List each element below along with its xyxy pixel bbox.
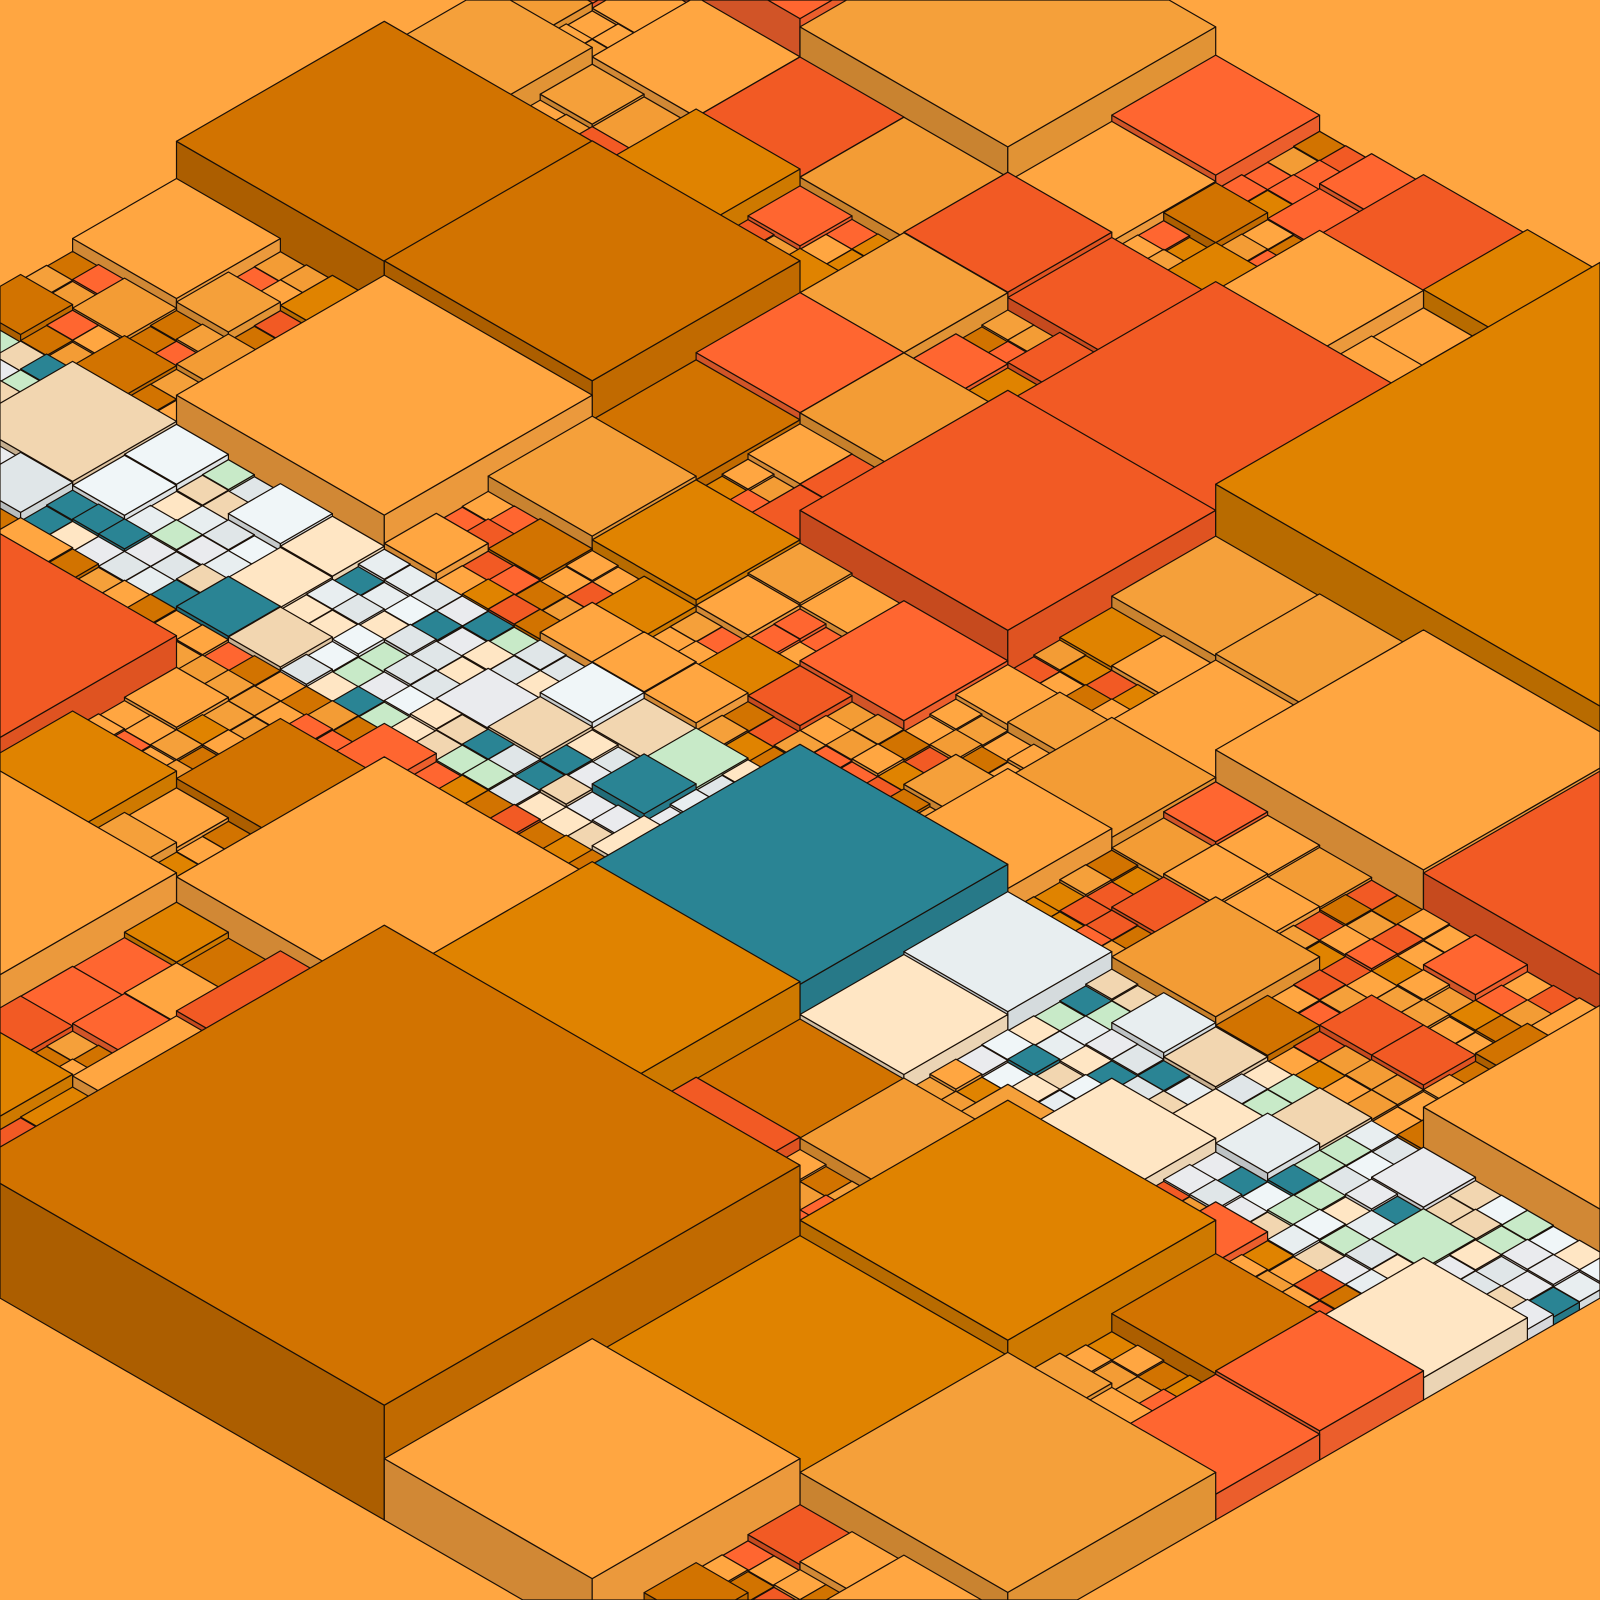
block-top-face bbox=[799, 600, 1009, 722]
block-top-face bbox=[383, 653, 437, 686]
block-top-face bbox=[1370, 1024, 1477, 1086]
block-top-face bbox=[383, 140, 801, 382]
block bbox=[751, 1586, 797, 1600]
block-top-face bbox=[279, 653, 333, 685]
block-top-face bbox=[1526, 1253, 1581, 1286]
block-top-face bbox=[0, 273, 74, 336]
block-top-face bbox=[539, 661, 645, 724]
block-top-face bbox=[487, 415, 697, 537]
block-top-face bbox=[799, 1351, 1217, 1594]
block bbox=[825, 1554, 983, 1600]
block-top-face bbox=[1370, 1146, 1477, 1208]
block-top-face bbox=[643, 662, 749, 724]
block-top-face bbox=[1163, 1026, 1269, 1088]
block-top-face bbox=[799, 953, 1009, 1076]
block-top-face bbox=[461, 758, 515, 790]
block-top-face bbox=[747, 185, 853, 247]
block-top-face bbox=[487, 518, 593, 580]
block-top-face bbox=[1344, 1178, 1399, 1210]
block-top-face bbox=[0, 1031, 74, 1117]
block-top-face bbox=[383, 512, 489, 574]
block-top-face bbox=[903, 890, 1113, 1013]
block-top-face bbox=[175, 271, 281, 333]
block-top-face bbox=[1163, 781, 1269, 843]
block-top-face bbox=[1344, 938, 1399, 970]
block-top-face bbox=[279, 515, 385, 577]
block-top-face bbox=[591, 753, 697, 815]
block-top-face bbox=[1578, 1257, 1600, 1283]
block-top-face bbox=[409, 698, 463, 730]
block-top-face bbox=[1111, 991, 1217, 1054]
block-top-face bbox=[591, 479, 801, 601]
block-top-face bbox=[0, 770, 178, 976]
block-top-face bbox=[0, 924, 801, 1406]
block-top-face bbox=[1422, 1004, 1600, 1210]
block-top-face bbox=[1266, 1223, 1321, 1256]
block-top-face bbox=[0, 533, 178, 739]
block-top-face bbox=[97, 518, 152, 550]
block-top-face bbox=[747, 542, 853, 604]
block-top-face bbox=[0, 360, 178, 482]
block-top-face bbox=[1111, 1344, 1165, 1376]
block-top-face bbox=[565, 549, 619, 582]
block-top-face bbox=[1085, 968, 1139, 1000]
block-top-face bbox=[123, 423, 229, 485]
block-top-face bbox=[0, 995, 74, 1057]
block-top-face bbox=[0, 451, 74, 514]
block-top-face bbox=[487, 695, 593, 758]
block-top-face bbox=[383, 1337, 801, 1580]
block-top-face bbox=[1111, 896, 1321, 1018]
block-top-face bbox=[695, 574, 801, 636]
block-top-face bbox=[71, 454, 178, 516]
block bbox=[643, 1561, 749, 1600]
block-top-face bbox=[1422, 770, 1600, 976]
block-top-face bbox=[1215, 1112, 1321, 1174]
block-top-face bbox=[751, 1586, 797, 1600]
block-top-face bbox=[643, 1561, 749, 1600]
block-top-face bbox=[539, 773, 593, 805]
block-top-face bbox=[1215, 1310, 1425, 1432]
block-top-face bbox=[1422, 934, 1529, 996]
block-top-face bbox=[1215, 994, 1321, 1057]
block-top-face bbox=[227, 606, 333, 668]
block-right-face bbox=[1007, 1471, 1217, 1600]
block-top-face bbox=[799, 1099, 1217, 1341]
block-top-face bbox=[123, 666, 229, 728]
block-top-face bbox=[929, 1058, 983, 1090]
block-top-face bbox=[799, 0, 1217, 148]
block-top-face bbox=[591, 631, 697, 693]
block-top-face bbox=[767, 0, 833, 20]
block-top-face bbox=[1111, 54, 1321, 176]
block-top-face bbox=[149, 519, 204, 551]
block-top-face bbox=[1215, 629, 1600, 871]
block-top-face bbox=[539, 63, 645, 125]
block-top-face bbox=[1448, 1239, 1503, 1271]
block bbox=[799, 1351, 1217, 1600]
block-top-face bbox=[331, 623, 385, 655]
block-top-face bbox=[227, 483, 333, 545]
block-top-face bbox=[1111, 1043, 1165, 1076]
block-top-face bbox=[1215, 261, 1600, 707]
block-top-face bbox=[1059, 864, 1113, 896]
block-top-face bbox=[175, 274, 593, 516]
block-top-face bbox=[799, 389, 1217, 631]
block-top-face bbox=[747, 665, 853, 727]
block-top-face bbox=[71, 177, 281, 300]
block-top-face bbox=[851, 743, 905, 775]
block-top-face bbox=[825, 1554, 983, 1600]
block-top-face bbox=[357, 548, 411, 580]
block-top-face bbox=[175, 575, 281, 637]
